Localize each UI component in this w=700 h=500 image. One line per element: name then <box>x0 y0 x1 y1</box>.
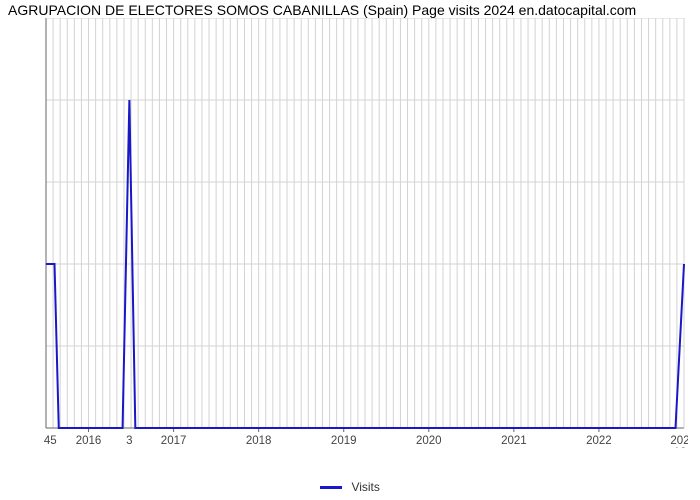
x-tick-label: 2018 <box>246 435 272 447</box>
legend-label: Visits <box>351 480 379 494</box>
chart-svg: 0123452016201720182019202020212022202453… <box>38 18 688 448</box>
legend-swatch <box>320 486 342 489</box>
x-tick-label: 2017 <box>161 435 187 447</box>
chart-area: 0123452016201720182019202020212022202453… <box>38 18 688 448</box>
x-tick-label: 2016 <box>76 435 102 447</box>
chart-container: AGRUPACION DE ELECTORES SOMOS CABANILLAS… <box>0 0 700 500</box>
below-label-right: 12 <box>674 447 687 448</box>
chart-title: AGRUPACION DE ELECTORES SOMOS CABANILLAS… <box>8 2 636 18</box>
x-tick-label: 2022 <box>586 435 612 447</box>
below-label-mid: 3 <box>126 435 132 447</box>
x-tick-label: 2019 <box>331 435 357 447</box>
legend: Visits <box>0 479 700 494</box>
x-tick-label: 2020 <box>416 435 442 447</box>
x-tick-label: 2021 <box>501 435 527 447</box>
below-label-left: 45 <box>44 435 57 447</box>
x-tick-label-trailing: 202 <box>670 435 688 447</box>
